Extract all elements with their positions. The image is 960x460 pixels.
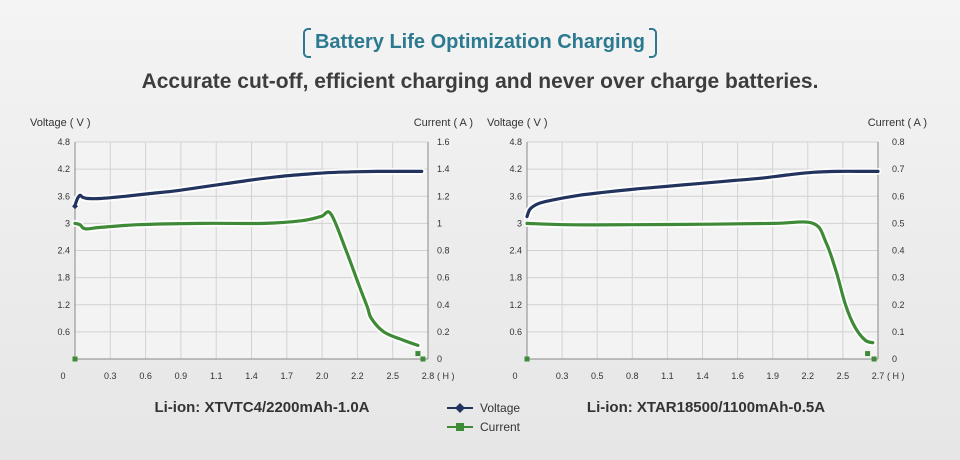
y-tick-right: 1.6 <box>437 137 450 147</box>
x-tick: 0.8 <box>626 371 639 381</box>
current-line <box>73 210 420 347</box>
x-tick: 0 <box>512 371 517 381</box>
y-tick-left: 0.6 <box>57 327 70 337</box>
y-tick-left: 4.8 <box>509 137 522 147</box>
x-tick: 2.5 <box>837 371 850 381</box>
y-tick-right: 0 <box>892 354 897 364</box>
x-tick: 2.8 <box>422 371 435 381</box>
y-axis-left-label: Voltage ( V ) <box>487 117 548 129</box>
x-tick: 2.0 <box>316 371 329 381</box>
voltage-point <box>72 203 78 210</box>
y-axis-right-label: Current ( A ) <box>868 117 927 129</box>
current-line <box>525 220 875 345</box>
y-tick-left: 0.6 <box>509 327 522 337</box>
chart-left: Voltage ( V ) Current ( A ) 0.6 1.2 1.8 2.4 3 3… <box>30 117 473 416</box>
x-tick: 1.1 <box>210 371 223 381</box>
x-tick: 2.2 <box>351 371 364 381</box>
page-title: Battery Life Optimization Charging <box>302 28 658 58</box>
x-tick: 0.9 <box>175 371 188 381</box>
legend: Voltage Current <box>447 401 521 434</box>
y-tick-left: 2.4 <box>509 246 522 256</box>
current-point <box>865 351 871 357</box>
current-point <box>415 351 421 357</box>
y-tick-right: 1 <box>437 218 442 228</box>
current-point <box>524 356 530 362</box>
x-tick: 2.5 <box>386 371 399 381</box>
y-tick-right: 0.2 <box>892 300 905 310</box>
x-tick: 0 <box>60 371 65 381</box>
y-axis-right-label: Current ( A ) <box>414 117 473 129</box>
x-tick: 1.4 <box>245 371 258 381</box>
y-tick-right: 0.7 <box>892 164 905 174</box>
y-tick-right: 0.1 <box>892 327 905 337</box>
x-tick: 0.6 <box>139 371 152 381</box>
y-tick-left: 2.4 <box>57 246 70 256</box>
chart-right: Voltage ( V ) Current ( A ) 0.6 1.2 1.8 2.4 3 3… <box>487 117 927 416</box>
y-tick-right: 0.6 <box>437 273 450 283</box>
x-tick: 0.5 <box>591 371 604 381</box>
x-tick: 1.1 <box>661 371 674 381</box>
current-point <box>871 356 877 362</box>
y-tick-right: 1.2 <box>437 191 450 201</box>
y-tick-right: 1.4 <box>437 164 450 174</box>
y-tick-left: 3.6 <box>509 191 522 201</box>
y-tick-left: 3.6 <box>57 191 70 201</box>
y-tick-left: 1.8 <box>57 273 70 283</box>
x-tick: 1.4 <box>696 371 709 381</box>
x-tick: 1.9 <box>766 371 779 381</box>
y-tick-left: 3 <box>517 218 522 228</box>
y-tick-left: 4.8 <box>57 137 70 147</box>
y-tick-left: 3 <box>65 218 70 228</box>
x-tick: 1.6 <box>731 371 744 381</box>
y-tick-right: 0.5 <box>892 218 905 228</box>
y-tick-left: 4.2 <box>509 164 522 174</box>
y-tick-left: 1.2 <box>509 300 522 310</box>
y-tick-left: 1.8 <box>509 273 522 283</box>
voltage-line <box>525 169 880 219</box>
x-unit: ( H ) <box>437 371 455 381</box>
y-tick-right: 0.8 <box>892 137 905 147</box>
x-tick: 0.3 <box>104 371 117 381</box>
y-tick-right: 0.6 <box>892 191 905 201</box>
voltage-line <box>73 169 424 207</box>
x-tick: 2.7 <box>872 371 885 381</box>
y-tick-right: 0 <box>437 354 442 364</box>
x-tick: 2.2 <box>802 371 815 381</box>
legend-marker-current <box>456 423 464 431</box>
chart-caption: Li-ion: XTAR18500/1100mAh-0.5A <box>587 399 825 416</box>
x-tick: 1.7 <box>281 371 294 381</box>
legend-marker-voltage <box>455 403 465 413</box>
y-tick-left: 4.2 <box>57 164 70 174</box>
title-wrap: Battery Life Optimization Charging <box>0 28 960 58</box>
y-tick-right: 0.8 <box>437 246 450 256</box>
y-axis-left-label: Voltage ( V ) <box>30 117 91 129</box>
current-point <box>420 356 426 362</box>
y-tick-right: 0.4 <box>437 300 450 310</box>
y-tick-right: 0.4 <box>892 246 905 256</box>
chart-caption: Li-ion: XTVTC4/2200mAh-1.0A <box>154 399 369 416</box>
y-tick-right: 0.2 <box>437 327 450 337</box>
page-subtitle: Accurate cut-off, efficient charging and… <box>141 70 819 93</box>
current-point <box>72 356 78 362</box>
x-tick: 0.3 <box>556 371 569 381</box>
legend-label-current: Current <box>480 420 521 434</box>
x-unit: ( H ) <box>887 371 905 381</box>
y-tick-left: 1.2 <box>57 300 70 310</box>
y-tick-right: 0.3 <box>892 273 905 283</box>
legend-label-voltage: Voltage <box>480 401 520 415</box>
